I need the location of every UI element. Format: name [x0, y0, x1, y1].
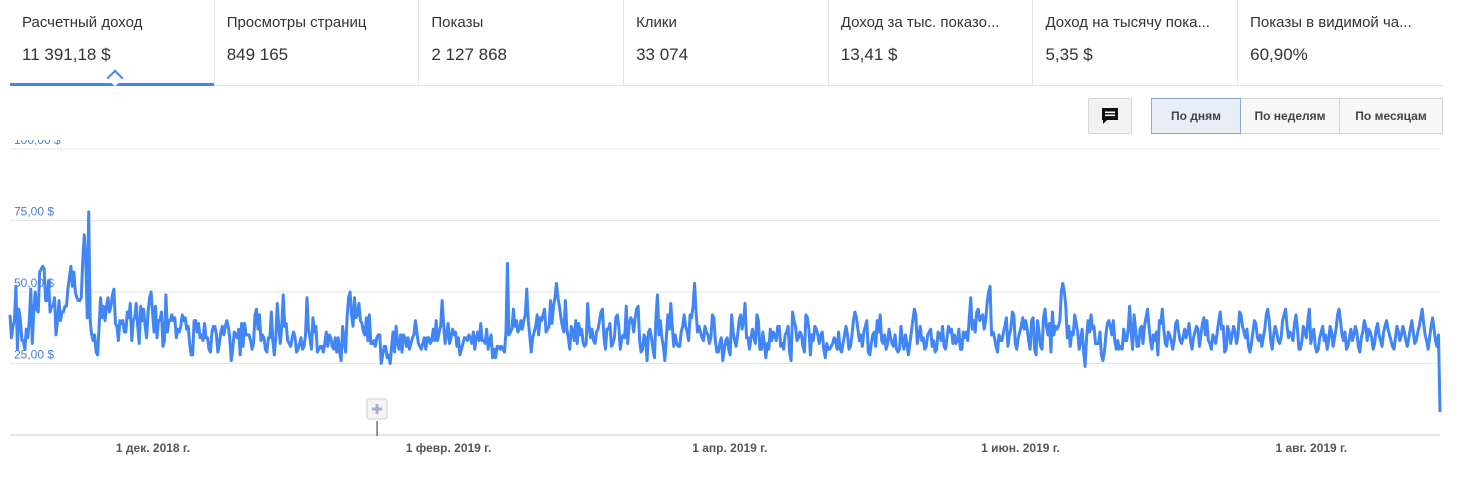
x-tick-label: 1 апр. 2019 г.: [692, 441, 767, 455]
tab-value: 11 391,18 $: [22, 45, 111, 64]
chart-annotation: [366, 398, 388, 436]
tab-label: Расчетный доход: [22, 14, 143, 31]
tab-value: 2 127 868: [431, 45, 508, 64]
period-daily-button[interactable]: По дням: [1151, 98, 1241, 134]
tab-estimated-revenue[interactable]: Расчетный доход 11 391,18 $: [10, 0, 215, 87]
x-axis-ticks: 1 дек. 2018 г. 1 февр. 2019 г. 1 апр. 2019…: [116, 441, 1347, 455]
x-tick-label: 1 дек. 2018 г.: [116, 441, 190, 455]
tab-value: 33 074: [636, 45, 689, 64]
y-tick-label: 100,00 $: [14, 140, 61, 147]
period-selector: По дням По неделям По месяцам: [1151, 98, 1443, 134]
tab-active-view-viewable[interactable]: Показы в видимой ча... 60,90%: [1238, 0, 1443, 85]
comment-icon: [1102, 108, 1118, 124]
period-monthly-button[interactable]: По месяцам: [1340, 98, 1443, 134]
x-tick-label: 1 февр. 2019 г.: [406, 441, 492, 455]
tab-impression-rpm[interactable]: Доход за тыс. показо... 13,41 $: [829, 0, 1034, 85]
tab-clicks[interactable]: Клики 33 074: [624, 0, 829, 85]
comment-button[interactable]: [1088, 98, 1132, 134]
tab-value: 5,35 $: [1045, 45, 1093, 64]
tab-page-rpm[interactable]: Доход на тысячу пока... 5,35 $: [1033, 0, 1239, 85]
x-tick-label: 1 авг. 2019 г.: [1275, 441, 1347, 455]
y-tick-label: 75,00 $: [14, 205, 54, 219]
tab-label: Клики: [636, 14, 677, 31]
revenue-line-chart: 25,00 $50,00 $75,00 $100,00 $ 1 дек. 201…: [8, 140, 1442, 455]
tab-value: 13,41 $: [840, 45, 898, 64]
tab-value: 849 165: [226, 45, 289, 64]
tab-value: 60,90%: [1250, 45, 1308, 64]
chart-series: [8, 210, 1442, 413]
tab-label: Доход за тыс. показо...: [840, 14, 1000, 31]
chart-grid: [10, 148, 1440, 436]
tab-page-views[interactable]: Просмотры страниц 849 165: [215, 0, 420, 85]
tab-label: Показы в видимой ча...: [1250, 14, 1412, 31]
tab-label: Доход на тысячу пока...: [1045, 14, 1210, 31]
revenue-series-line[interactable]: [8, 210, 1442, 413]
metric-tabs: Расчетный доход 11 391,18 $ Просмотры ст…: [10, 0, 1443, 87]
period-weekly-button[interactable]: По неделям: [1241, 98, 1340, 134]
tab-label: Показы: [431, 14, 484, 31]
active-tab-indicator: [10, 83, 214, 86]
plus-icon[interactable]: [366, 398, 388, 420]
y-tick-label: 25,00 $: [14, 348, 54, 362]
x-tick-label: 1 июн. 2019 г.: [981, 441, 1060, 455]
tab-label: Просмотры страниц: [226, 14, 367, 31]
tab-impressions[interactable]: Показы 2 127 868: [419, 0, 625, 85]
